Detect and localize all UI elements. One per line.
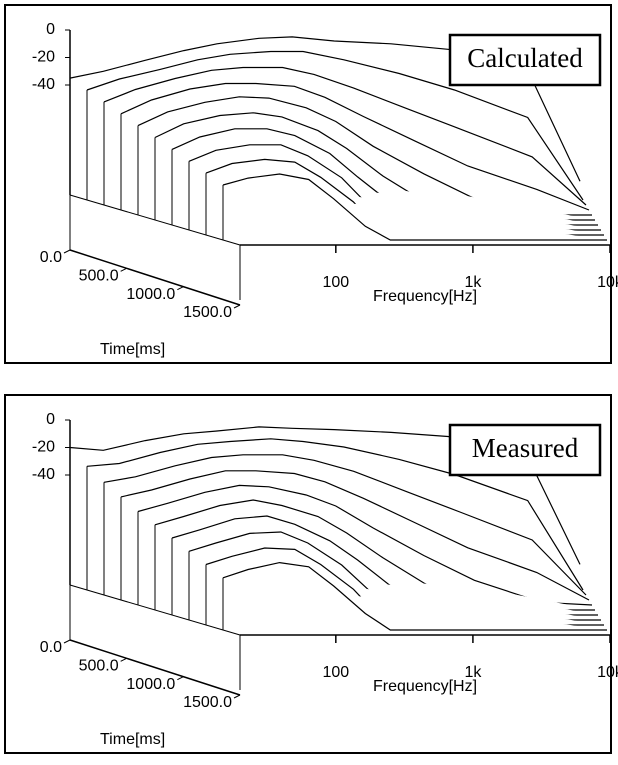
- slice-line: [222, 173, 607, 241]
- chart-title: Measured: [472, 433, 579, 463]
- x-axis-label: Frequency[Hz]: [373, 288, 477, 305]
- z-tick-label: -40: [32, 466, 55, 483]
- title-box: [448, 423, 602, 477]
- panel-frame: [4, 4, 612, 364]
- chart-panel: 0 -20 -40 100 1k 10k Frequency[Hz] 0.0 500.0 1000…: [4, 394, 618, 754]
- t-tick: [120, 657, 127, 662]
- t-tick: [177, 286, 184, 291]
- floor-edge: [69, 194, 241, 246]
- t-axis-label: Time[ms]: [100, 341, 165, 358]
- z-tick-label: -40: [32, 76, 55, 93]
- t-tick: [233, 694, 241, 699]
- floor-edge: [69, 584, 241, 636]
- t-tick-label: 500.0: [79, 268, 119, 285]
- z-tick-label: -20: [32, 439, 55, 456]
- t-axis: [69, 249, 241, 306]
- t-tick: [177, 676, 184, 681]
- t-tick-label: 1500.0: [183, 694, 232, 711]
- z-tick-label: -20: [32, 49, 55, 66]
- x-axis-label: Frequency[Hz]: [373, 678, 477, 695]
- t-axis-label: Time[ms]: [100, 731, 165, 748]
- t-tick-label: 1500.0: [183, 304, 232, 321]
- z-tick-label: 0: [46, 411, 55, 428]
- chart-panel: 0 -20 -40 100 1k 10k Frequency[Hz] 0.0 500.0 1000…: [4, 4, 618, 364]
- t-axis: [69, 639, 241, 696]
- x-tick-label: 100: [322, 274, 349, 291]
- t-tick-label: 1000.0: [126, 676, 175, 693]
- x-tick-label: 1k: [464, 664, 482, 681]
- title-box: [448, 33, 602, 87]
- t-tick: [63, 639, 71, 644]
- x-tick-label: 1k: [464, 274, 482, 291]
- t-tick-label: 500.0: [79, 658, 119, 675]
- z-tick-label: 0: [46, 21, 55, 38]
- t-tick-label: 0.0: [40, 639, 62, 656]
- t-tick-label: 1000.0: [126, 286, 175, 303]
- x-tick-label: 100: [322, 664, 349, 681]
- x-tick-label: 10k: [597, 274, 618, 291]
- t-tick: [120, 267, 127, 272]
- t-tick: [63, 249, 71, 254]
- t-tick-label: 0.0: [40, 249, 62, 266]
- slice-line: [222, 561, 607, 631]
- t-tick: [233, 304, 241, 309]
- panel-frame: [4, 394, 612, 754]
- chart-title: Calculated: [467, 43, 583, 73]
- x-tick-label: 10k: [597, 664, 618, 681]
